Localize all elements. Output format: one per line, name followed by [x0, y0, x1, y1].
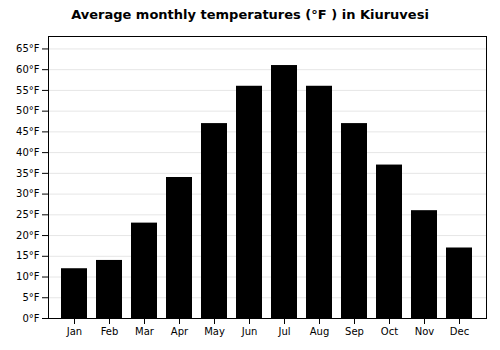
svg-text:35°F: 35°F [16, 168, 40, 179]
svg-text:40°F: 40°F [16, 147, 40, 158]
svg-text:May: May [204, 326, 225, 337]
svg-text:30°F: 30°F [16, 188, 40, 199]
svg-text:Oct: Oct [381, 326, 398, 337]
svg-text:Jan: Jan [66, 326, 82, 337]
svg-text:Nov: Nov [415, 326, 435, 337]
svg-text:60°F: 60°F [16, 64, 40, 75]
svg-text:Sep: Sep [345, 326, 364, 337]
svg-text:10°F: 10°F [16, 271, 40, 282]
svg-text:25°F: 25°F [16, 209, 40, 220]
svg-text:0°F: 0°F [22, 313, 39, 324]
svg-text:Apr: Apr [171, 326, 189, 337]
html-text:Average monthly temperatures (: Average monthly temperatures (°F ) in Ki… [71, 7, 429, 22]
svg-text:Jul: Jul [277, 326, 290, 337]
svg-text:Aug: Aug [310, 326, 330, 337]
svg-text:5°F: 5°F [22, 292, 39, 303]
svg-text:45°F: 45°F [16, 126, 40, 137]
svg-text:65°F: 65°F [16, 43, 40, 54]
svg-text:20°F: 20°F [16, 230, 40, 241]
svg-text:55°F: 55°F [16, 85, 40, 96]
svg-text:Feb: Feb [101, 326, 119, 337]
svg-text:Jun: Jun [241, 326, 258, 337]
svg-text:Mar: Mar [135, 326, 155, 337]
svg-text:15°F: 15°F [16, 250, 40, 261]
svg-text:Dec: Dec [450, 326, 469, 337]
svg-text:50°F: 50°F [16, 105, 40, 116]
